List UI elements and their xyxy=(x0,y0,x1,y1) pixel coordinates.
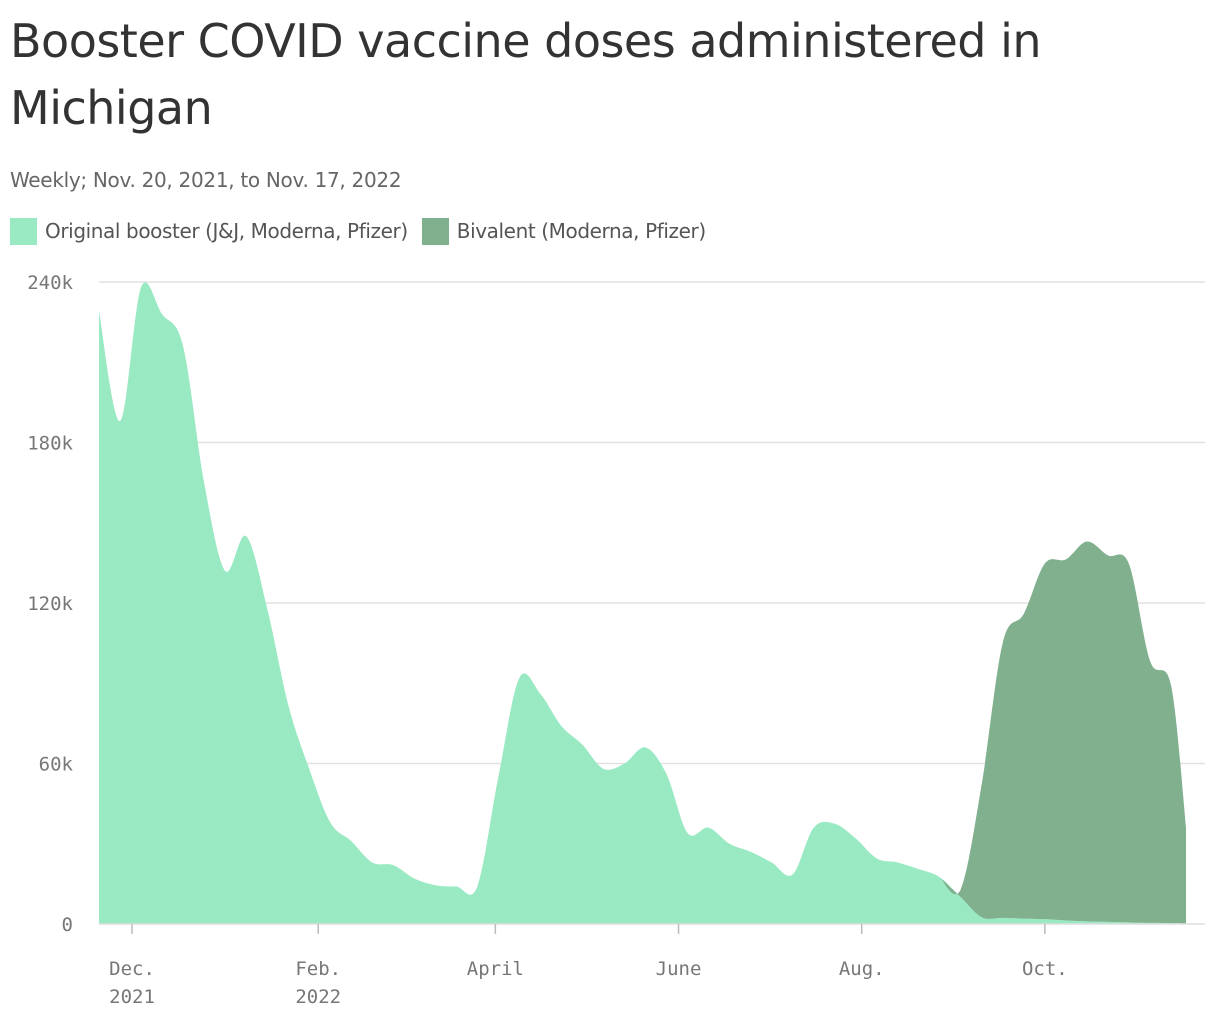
x-tick-year-label: 2021 xyxy=(109,986,155,1008)
legend-item-bivalent: Bivalent (Moderna, Pfizer) xyxy=(421,217,706,245)
x-tick-label: Dec. xyxy=(109,958,155,980)
legend-swatch-original xyxy=(10,217,37,245)
legend-swatch-bivalent xyxy=(421,217,449,245)
y-tick-label: 60k xyxy=(39,754,74,776)
y-tick-label: 180k xyxy=(27,433,73,455)
y-axis: 0 60k 120k 180k 240k xyxy=(27,272,73,936)
y-tick-label: 120k xyxy=(27,593,73,615)
x-tick-label: Oct. xyxy=(1022,958,1068,980)
y-tick-label: 0 xyxy=(62,914,73,936)
legend-label-original: Original booster (J&J, Moderna, Pfizer) xyxy=(45,219,408,243)
x-tick-label: Aug. xyxy=(839,958,885,980)
legend: Original booster (J&J, Moderna, Pfizer) … xyxy=(10,216,706,246)
x-tick-label: April xyxy=(467,958,524,980)
chart-title: Booster COVID vaccine doses administered… xyxy=(10,14,1042,135)
area-original-booster xyxy=(99,282,1186,924)
legend-item-original: Original booster (J&J, Moderna, Pfizer) xyxy=(10,217,408,245)
x-tick-label: Feb. xyxy=(295,958,341,980)
area-bivalent xyxy=(939,541,1186,924)
x-tick-label: June xyxy=(656,958,702,980)
x-axis-ticks: Dec. 2021 Feb. 2022 April June Aug. Oct. xyxy=(109,924,1068,1008)
legend-label-bivalent: Bivalent (Moderna, Pfizer) xyxy=(456,219,706,243)
chart-subtitle: Weekly; Nov. 20, 2021, to Nov. 17, 2022 xyxy=(10,168,402,192)
chart-areas xyxy=(99,282,1186,924)
x-tick-year-label: 2022 xyxy=(295,986,341,1008)
y-tick-label: 240k xyxy=(27,272,73,294)
